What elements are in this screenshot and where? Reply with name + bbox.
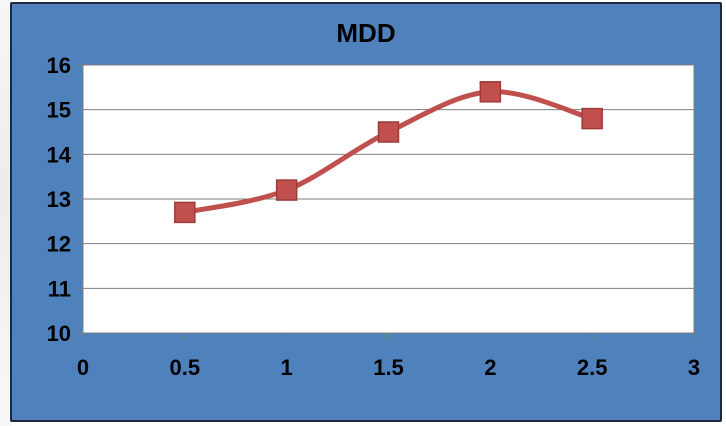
y-axis-ticks: 10 11 12 13 14 15 16 xyxy=(47,53,83,346)
x-tick-label: 0 xyxy=(77,355,89,380)
y-tick-label: 14 xyxy=(47,142,72,167)
x-tick-label: 1 xyxy=(281,355,293,380)
data-point-marker-3 xyxy=(479,81,502,103)
data-point-marker-0 xyxy=(174,201,196,224)
y-tick-label: 15 xyxy=(47,98,71,123)
x-tick-label: 2.5 xyxy=(577,355,608,380)
data-point-marker-1 xyxy=(275,179,298,201)
data-point-marker-2 xyxy=(377,121,400,143)
y-tick-label: 10 xyxy=(47,321,71,346)
x-tick-label: 0.5 xyxy=(170,355,201,380)
y-tick-label: 12 xyxy=(47,232,71,257)
series-group xyxy=(174,81,603,224)
x-tick-label: 3 xyxy=(688,355,700,380)
y-tick-label: 16 xyxy=(47,53,71,78)
x-tick-label: 2 xyxy=(484,355,496,380)
data-point-marker-4 xyxy=(581,107,603,130)
x-axis-ticks: 0 0.5 1 1.5 2 2.5 3 xyxy=(77,333,700,380)
background-strip xyxy=(0,0,12,426)
y-tick-label: 11 xyxy=(48,276,71,301)
chart-title: MDD xyxy=(336,18,395,48)
y-tick-label: 13 xyxy=(47,187,71,212)
x-tick-label: 1.5 xyxy=(373,355,404,380)
